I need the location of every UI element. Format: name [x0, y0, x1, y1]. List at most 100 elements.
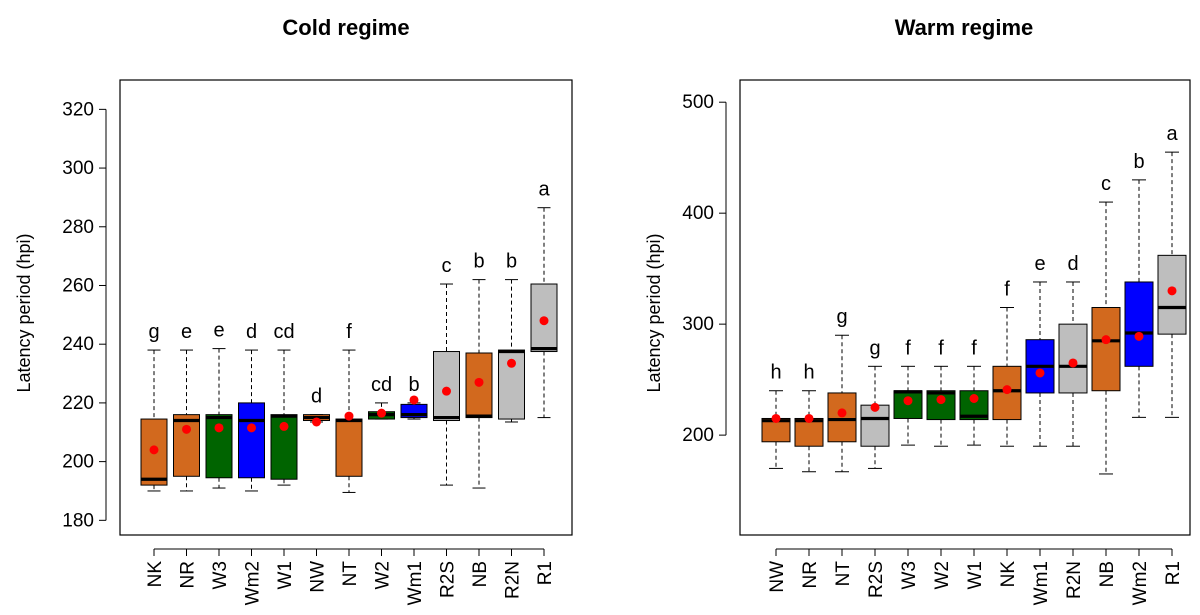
x-category-label: W1	[965, 561, 986, 590]
mean-point	[870, 402, 880, 412]
mean-point	[1068, 358, 1078, 368]
mean-point	[837, 408, 847, 418]
mean-point	[474, 377, 484, 387]
cold-box-Wm2: d Wm2	[238, 321, 265, 605]
cold-y-tick-label: 240	[62, 334, 94, 355]
significance-letter: f	[905, 337, 911, 359]
x-category-label: NK	[145, 561, 166, 588]
iqr-box	[173, 414, 200, 477]
cold-chart-title: Cold regime	[282, 15, 409, 40]
significance-letter: c	[1101, 173, 1111, 195]
mean-point	[507, 358, 516, 368]
significance-letter: d	[1067, 253, 1078, 275]
cold-box-Wm1: b Wm1	[400, 374, 428, 605]
mean-point	[312, 417, 321, 427]
cold-box-R2N: b R2N	[498, 251, 525, 599]
significance-letter: b	[506, 251, 517, 273]
significance-letter: h	[803, 362, 814, 384]
iqr-box	[335, 418, 363, 477]
mean-point	[1101, 335, 1111, 345]
cold-box-R2S: c R2S	[433, 255, 460, 598]
mean-point	[539, 316, 549, 326]
mean-point	[1035, 368, 1045, 378]
warm-box-NR: h NR	[794, 362, 824, 588]
warm-chart-title: Warm regime	[895, 15, 1034, 40]
cold-y-tick-label: 220	[62, 393, 94, 414]
significance-letter: f	[346, 321, 352, 343]
cold-box-R1: a R1	[530, 179, 558, 585]
warm-box-R2S: g R2S	[860, 337, 890, 598]
significance-letter: a	[1166, 123, 1178, 145]
significance-letter: g	[836, 306, 847, 328]
cold-box-W2: cd W2	[368, 374, 395, 590]
x-category-label: W2	[932, 561, 953, 590]
warm-y-tick-label: 400	[682, 203, 714, 224]
cold-y-tick-label: 260	[62, 275, 94, 296]
iqr-box	[238, 402, 265, 479]
warm-box-NT: g NT	[827, 306, 857, 586]
mean-point	[969, 394, 979, 403]
warm-box-Wm1: e Wm1	[1025, 253, 1055, 605]
iqr-box	[465, 352, 493, 419]
cold-box-NK: g NK	[140, 321, 168, 588]
iqr-box	[1124, 281, 1154, 367]
warm-box-R1: a R1	[1157, 123, 1187, 585]
x-category-label: NW	[308, 561, 329, 593]
mean-point	[903, 396, 913, 406]
mean-point	[1167, 286, 1177, 296]
mean-point	[279, 421, 289, 431]
cold-y-tick-label: 200	[62, 452, 94, 473]
x-category-label: Wm2	[1130, 561, 1151, 605]
warm-box-Wm2: b Wm2	[1124, 151, 1154, 605]
significance-letter: f	[971, 337, 977, 359]
warm-y-tick-label: 200	[682, 425, 714, 446]
significance-letter: f	[1004, 279, 1010, 301]
x-category-label: W3	[899, 561, 920, 590]
x-category-label: R2N	[1064, 561, 1085, 599]
mean-point	[936, 395, 946, 405]
warm-plot-frame	[739, 79, 1191, 536]
significance-letter: c	[442, 255, 452, 277]
iqr-box	[992, 365, 1022, 421]
iqr-box	[860, 404, 890, 447]
iqr-box	[433, 351, 460, 422]
mean-point	[214, 423, 224, 433]
x-category-label: NR	[178, 561, 199, 588]
mean-point	[149, 445, 159, 455]
significance-letter: cd	[273, 321, 294, 343]
cold-regime-panel: Cold regime Latency period (hpi) 180 200 2…	[14, 15, 573, 605]
cold-box-NR: e NR	[173, 321, 200, 588]
warm-box-R2N: d R2N	[1058, 253, 1088, 599]
cold-box-NT: f NT	[335, 321, 363, 586]
x-category-label: W1	[275, 561, 296, 590]
cold-box-NB: b NB	[465, 251, 493, 587]
warm-y-tick-label: 500	[682, 92, 714, 113]
mean-point	[1134, 331, 1144, 341]
cold-y-tick-label: 300	[62, 158, 94, 179]
cold-box-NW: d NW	[303, 386, 330, 593]
significance-letter: f	[938, 337, 944, 359]
cold-y-tick-label: 180	[62, 510, 94, 531]
significance-letter: d	[311, 386, 322, 408]
cold-box-W3: e W3	[205, 320, 233, 590]
mean-point	[1002, 385, 1012, 395]
cold-plot-area: 180200220240260280300320gNKeNReW3dWm2cdW…	[62, 99, 558, 605]
warm-y-axis-label: Latency period (hpi)	[644, 233, 664, 392]
warm-box-NK: f NK	[992, 279, 1022, 588]
significance-letter: e	[213, 320, 224, 342]
mean-point	[247, 423, 256, 433]
x-category-label: R2N	[503, 561, 524, 599]
mean-point	[442, 386, 451, 396]
x-category-label: R2S	[438, 561, 459, 598]
iqr-box	[926, 390, 956, 421]
x-category-label: NB	[1097, 561, 1118, 587]
warm-box-NB: c NB	[1091, 173, 1121, 587]
x-category-label: NB	[470, 561, 491, 587]
cold-y-tick-label: 280	[62, 217, 94, 238]
x-category-label: NK	[998, 561, 1019, 588]
x-category-label: Wm2	[243, 561, 264, 605]
iqr-box	[1091, 307, 1121, 392]
warm-plot-area: 200 300 400 500 h NW h NR g NT g R2S f W3 f W2 f W1 f NK e Wm…	[682, 92, 1187, 605]
significance-letter: b	[408, 374, 419, 396]
